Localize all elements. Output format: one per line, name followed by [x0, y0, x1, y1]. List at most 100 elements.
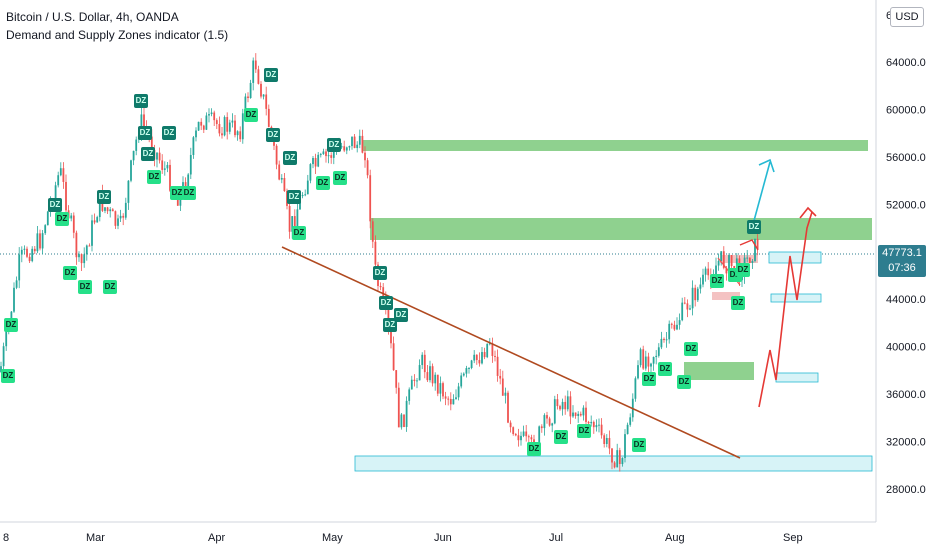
candle-body [499, 375, 502, 379]
candle-body [288, 205, 291, 232]
price-tick-label: 32000.0 [886, 437, 926, 449]
candle-body [2, 346, 5, 367]
candle-body [634, 378, 637, 399]
candle-body [431, 366, 434, 384]
candle-body [156, 152, 158, 160]
candle-body [80, 254, 83, 264]
candle-body [356, 144, 359, 149]
candle-body [543, 415, 546, 429]
dz-zone-marker: DZ [373, 266, 387, 280]
candle-body [46, 211, 49, 226]
candle-body [358, 135, 361, 145]
candle-body [366, 160, 369, 176]
candle-body [722, 251, 725, 268]
bar-countdown: 07:36 [888, 262, 916, 274]
candle-body [423, 354, 426, 373]
candle-body [98, 191, 101, 218]
currency-button[interactable]: USD [890, 7, 924, 27]
dz-zone-marker: DZ [658, 362, 672, 376]
supply-zone [362, 140, 868, 151]
candle-body [603, 435, 606, 444]
dz-zone-marker: DZ [141, 147, 155, 161]
candle-body [449, 398, 452, 405]
demand-zone [354, 455, 873, 472]
candle-body [304, 194, 307, 196]
candle-body [644, 356, 647, 369]
candle-body [566, 396, 569, 410]
candle-body [626, 424, 629, 435]
candle-body [351, 136, 353, 147]
candle-body [520, 435, 522, 441]
candle-body [652, 357, 655, 364]
candle-body [57, 175, 60, 186]
candle-body [486, 343, 489, 358]
candle-body [650, 363, 652, 367]
candle-body [416, 380, 418, 382]
projection-path [758, 211, 813, 408]
candle-body [371, 221, 374, 242]
candle-body [683, 302, 686, 304]
candle-body [756, 238, 759, 250]
candle-body [85, 245, 88, 255]
dz-zone-marker: DZ [287, 190, 301, 204]
candle-body [465, 368, 468, 374]
candle-body [439, 383, 442, 394]
candle-body [689, 308, 691, 310]
dz-zone-marker: DZ [383, 318, 397, 332]
candle-body [369, 175, 372, 222]
candle-body [111, 209, 114, 212]
candle-body [41, 233, 44, 249]
candle-body [491, 343, 494, 356]
indicator-title[interactable]: Demand and Supply Zones indicator (1.5) [6, 28, 229, 42]
candle-body [260, 83, 262, 97]
time-tick-label: Mar [86, 532, 105, 544]
candle-body [678, 320, 681, 325]
dz-zone-marker: DZ [736, 263, 750, 277]
candle-body [405, 400, 408, 427]
current-price-badge: 47773.1 07:36 [878, 245, 926, 277]
price-tick-label: 60000.0 [886, 104, 926, 116]
candle-body [551, 423, 554, 426]
candle-body [208, 114, 210, 116]
candle-body [314, 157, 317, 167]
candle-body [218, 124, 221, 134]
candle-body [559, 406, 561, 410]
candle-body [319, 154, 322, 156]
dz-zone-marker: DZ [103, 280, 117, 294]
candle-body [436, 374, 439, 394]
candle-body [221, 133, 223, 136]
candle-body [403, 414, 405, 427]
supply-zone [370, 218, 872, 240]
candle-body [457, 386, 460, 398]
candle-body [681, 302, 684, 321]
candle-body [340, 146, 343, 148]
candle-body [418, 365, 421, 381]
candle-body [553, 399, 556, 424]
dz-zone-marker: DZ [731, 296, 745, 310]
candle-body [317, 154, 320, 167]
candle-body [579, 413, 582, 416]
candle-body [361, 135, 364, 153]
candle-body [561, 401, 564, 410]
symbol-title[interactable]: Bitcoin / U.S. Dollar, 4h, OANDA [6, 10, 179, 24]
candle-body [720, 251, 723, 261]
candle-body [202, 125, 205, 130]
dz-zone-marker: DZ [710, 274, 724, 288]
candle-body [278, 164, 281, 180]
dz-zone-marker: DZ [642, 372, 656, 386]
candle-body [343, 146, 346, 151]
candle-body [5, 328, 8, 347]
candle-body [397, 387, 400, 428]
candle-body [72, 215, 75, 233]
candle-body [205, 115, 208, 130]
candle-body [374, 241, 377, 265]
candle-body [143, 114, 145, 128]
dz-zone-marker: DZ [97, 190, 111, 204]
candle-body [509, 422, 512, 428]
dz-zone-marker: DZ [170, 186, 184, 200]
price-tick-label: 44000.0 [886, 294, 926, 306]
candle-body [20, 249, 23, 255]
candle-body [592, 421, 595, 428]
candle-body [608, 437, 611, 449]
